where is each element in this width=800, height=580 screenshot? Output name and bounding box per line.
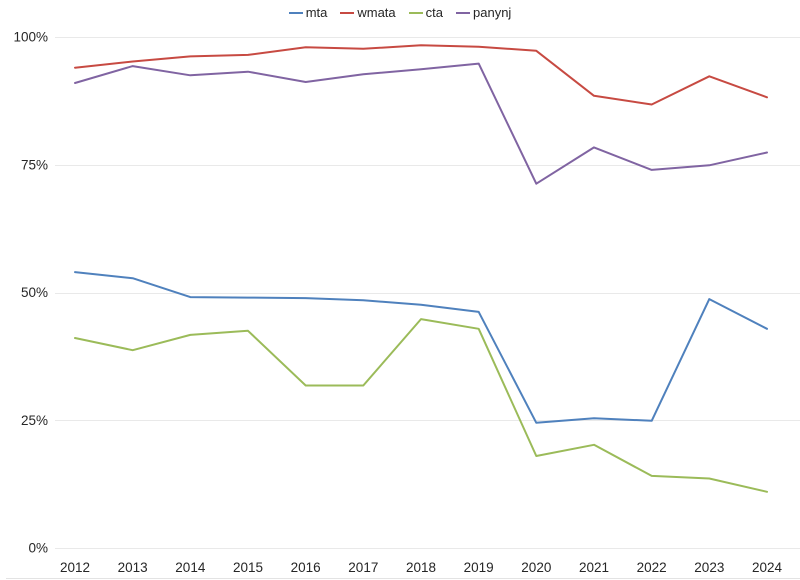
legend-line-swatch-icon <box>408 11 423 14</box>
x-tick-label: 2018 <box>406 560 436 575</box>
legend-label: wmata <box>357 5 396 20</box>
x-tick-label: 2021 <box>579 560 609 575</box>
legend-label: mta <box>305 5 328 20</box>
series-line-mta <box>74 271 768 424</box>
x-tick-label: 2016 <box>291 560 321 575</box>
x-tick-label: 2020 <box>521 560 551 575</box>
legend-item-wmata: wmata <box>340 5 396 20</box>
series-line-wmata <box>74 44 768 106</box>
legend-item-panynj: panynj <box>456 6 511 19</box>
x-tick-label: 2017 <box>348 560 378 575</box>
x-tick-label: 2012 <box>60 560 90 575</box>
legend-label: panynj <box>473 5 512 20</box>
x-tick-label: 2019 <box>464 560 494 575</box>
x-tick-label: 2024 <box>752 560 783 575</box>
legend-item-cta: cta <box>408 5 443 20</box>
y-tick-label: 50% <box>21 285 48 300</box>
x-tick-label: 2022 <box>637 560 667 575</box>
x-tick-label: 2013 <box>118 560 148 575</box>
series-line-cta <box>74 318 768 493</box>
chart-legend: mta wmata cta panynj <box>0 6 800 19</box>
legend-line-swatch-icon <box>288 11 303 14</box>
x-tick-label: 2014 <box>175 560 206 575</box>
y-tick-label: 100% <box>13 30 48 45</box>
y-tick-label: 0% <box>28 541 48 556</box>
legend-line-swatch-icon <box>340 11 355 14</box>
y-tick-label: 25% <box>21 413 48 428</box>
legend-label: cta <box>425 5 443 20</box>
x-tick-label: 2015 <box>233 560 263 575</box>
y-tick-label: 75% <box>21 157 48 172</box>
series-line-panynj <box>74 62 768 185</box>
x-tick-label: 2023 <box>694 560 724 575</box>
legend-line-swatch-icon <box>456 11 470 14</box>
legend-item-mta: mta <box>288 5 328 20</box>
